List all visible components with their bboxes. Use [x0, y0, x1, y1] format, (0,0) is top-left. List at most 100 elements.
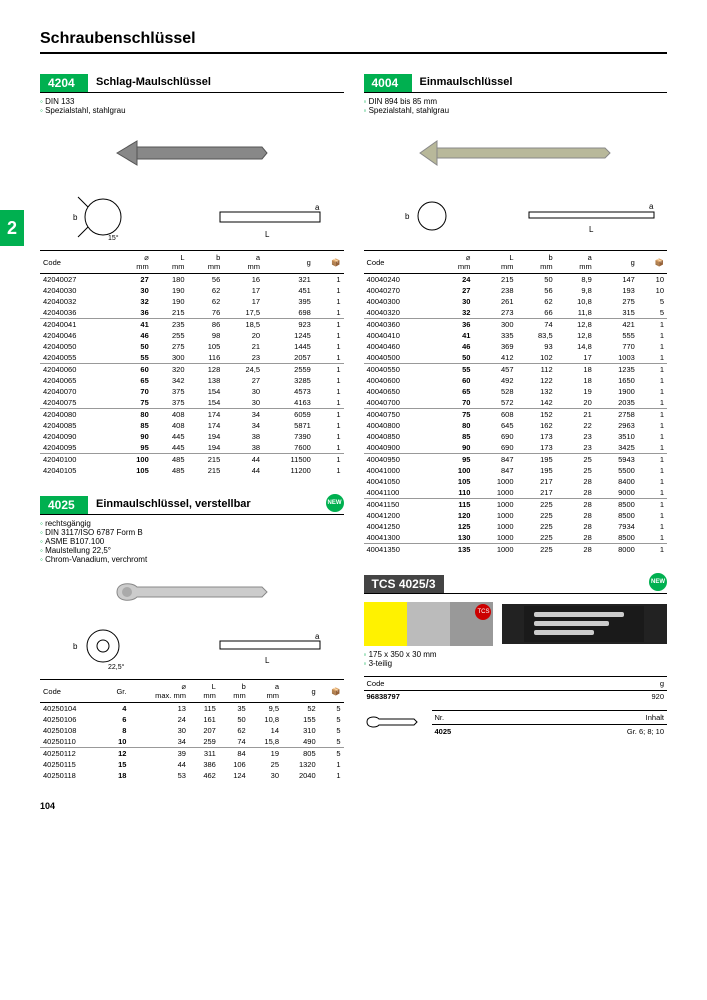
table-cell: 3285	[263, 375, 314, 386]
table-cell: 5500	[595, 465, 638, 476]
table-cell: 485	[152, 454, 188, 466]
table-cell: 5	[638, 296, 667, 307]
table-row: 4204010510548521544112001	[40, 465, 344, 476]
table-cell: 5	[638, 307, 667, 319]
table-cell: 40040750	[364, 409, 439, 421]
table-cell: 50	[116, 341, 152, 352]
table-cell: 1	[638, 521, 667, 532]
table-cell: 55	[116, 352, 152, 364]
table-cell: 1	[314, 442, 344, 454]
table-cell: 36	[438, 319, 473, 331]
table-cell: 50	[219, 714, 249, 725]
table-row: 40040600604921221816501	[364, 375, 668, 386]
product-photo	[364, 123, 668, 183]
table-cell: 62	[219, 725, 249, 736]
section-title: Schlag-Maulschlüssel	[88, 74, 344, 92]
table-cell: 42040065	[40, 375, 116, 386]
table-cell: 335	[473, 330, 516, 341]
table-cell: 195	[517, 465, 556, 476]
table-cell: 3425	[595, 442, 638, 454]
svg-text:a: a	[649, 202, 654, 211]
section-code: 4004	[364, 74, 412, 92]
table-cell: 60	[116, 364, 152, 376]
table-cell: 1	[314, 386, 344, 397]
table-cell: 3510	[595, 431, 638, 442]
table-cell: 217	[517, 487, 556, 499]
table-cell: Gr. 6; 8; 10	[513, 725, 667, 738]
diagram-row: b aL	[364, 189, 668, 244]
spec-item: DIN 133	[40, 97, 344, 106]
table-cell: 40040800	[364, 420, 439, 431]
table-cell: 42040085	[40, 420, 116, 431]
table-cell: 46	[438, 341, 473, 352]
table-cell: 457	[473, 364, 516, 376]
table-cell: 124	[219, 770, 249, 781]
table-cell: 19	[556, 386, 595, 397]
col-header: 📦	[638, 251, 667, 274]
new-badge-icon: NEW	[326, 494, 344, 512]
table-cell: 5	[319, 703, 344, 715]
table-cell: 1	[314, 431, 344, 442]
table-cell: 13	[129, 703, 189, 715]
table-cell: 1	[638, 487, 667, 499]
table-cell: 28	[556, 476, 595, 487]
table-cell: 1	[638, 420, 667, 431]
tcs-badge-icon: TCS	[475, 604, 491, 620]
table-cell: 38	[223, 431, 263, 442]
table-row: 402501066241615010,81555	[40, 714, 344, 725]
table-cell: 18,5	[223, 319, 263, 331]
table-row: 400404104133583,512,85551	[364, 330, 668, 341]
spec-item: DIN 894 bis 85 mm	[364, 97, 668, 106]
table-cell: 75	[116, 397, 152, 409]
col-header: Code	[364, 251, 439, 274]
table-cell: 300	[152, 352, 188, 364]
table-cell: 190	[152, 296, 188, 307]
col-header: 📦	[314, 251, 344, 274]
svg-text:L: L	[589, 225, 594, 234]
section-tcs: TCS 4025/3 NEW TCS	[364, 575, 668, 737]
table-cell: 95	[116, 442, 152, 454]
table-cell: 1000	[473, 487, 516, 499]
table-tcs-weight: Codeg 96838797920	[364, 676, 668, 702]
table-cell: 130	[438, 532, 473, 544]
section-code: 4025	[40, 496, 88, 514]
table-cell: 142	[517, 397, 556, 409]
table-cell: 27	[116, 274, 152, 286]
product-photo	[502, 604, 668, 644]
table-cell: 12,8	[556, 319, 595, 331]
main-columns: 4204 Schlag-Maulschlüssel DIN 133Spezial…	[40, 74, 667, 801]
table-cell: 555	[595, 330, 638, 341]
table-cell: 30	[116, 285, 152, 296]
table-cell: 5943	[595, 454, 638, 466]
svg-text:b: b	[73, 642, 78, 651]
col-header: Lmm	[473, 251, 516, 274]
section-header-4025: 4025 Einmaulschlüssel, verstellbar NEW	[40, 496, 344, 515]
table-cell: 96838797	[364, 691, 570, 703]
table-cell: 40250118	[40, 770, 104, 781]
table-cell: 25	[556, 454, 595, 466]
table-row: 40040900906901732334251	[364, 442, 668, 454]
table-row: 4204010010048521544115001	[40, 454, 344, 466]
table-cell: 112	[517, 364, 556, 376]
table-cell: 7600	[263, 442, 314, 454]
table-cell: 27	[438, 285, 473, 296]
spec-item: 3-teilig	[364, 659, 668, 668]
table-row: 42040055553001162320571	[40, 352, 344, 364]
table-cell: 93	[517, 341, 556, 352]
table-cell: 42040080	[40, 409, 116, 421]
table-cell: 375	[152, 386, 188, 397]
table-cell: 1	[314, 319, 344, 331]
table-row: 40040650655281321919001	[364, 386, 668, 397]
table-cell: 215	[188, 454, 224, 466]
table-cell: 1	[314, 307, 344, 319]
table-row: 4025011818534621243020401	[40, 770, 344, 781]
table-cell: 9,5	[249, 703, 282, 715]
table-cell: 645	[473, 420, 516, 431]
table-cell: 42040075	[40, 397, 116, 409]
specs-list: 175 x 350 x 30 mm3-teilig	[364, 650, 668, 668]
col-header: amm	[556, 251, 595, 274]
table-cell: 40041150	[364, 499, 439, 511]
table-row: 40040700705721422020351	[364, 397, 668, 409]
table-cell: 1	[638, 499, 667, 511]
table-cell: 35	[219, 703, 249, 715]
